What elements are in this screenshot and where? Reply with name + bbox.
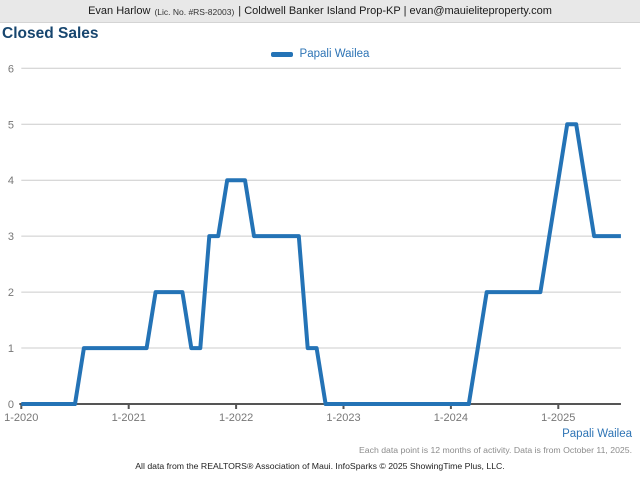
svg-text:1-2025: 1-2025 [541,412,575,424]
legend-label: Papali Wailea [299,48,370,60]
svg-text:1: 1 [8,343,14,355]
chart-legend: Papali Wailea [0,47,640,61]
agent-info-bar: Evan Harlow (Lic. No. #RS-82003) | Coldwel… [0,0,640,23]
data-date-note: Each data point is 12 months of activity… [359,445,632,455]
svg-text:1-2024: 1-2024 [434,412,468,424]
svg-text:1-2020: 1-2020 [4,412,38,424]
agent-name: Evan Harlow [88,5,151,17]
svg-text:1-2023: 1-2023 [326,412,360,424]
y-gridlines [21,67,621,349]
svg-text:4: 4 [8,175,14,187]
attribution-note: All data from the REALTORS® Association … [135,461,505,471]
x-axis [19,403,621,409]
svg-text:5: 5 [8,119,14,131]
svg-text:1-2022: 1-2022 [219,412,253,424]
svg-text:0: 0 [8,399,14,411]
agent-license: (Lic. No. #RS-82003) [154,6,235,17]
svg-text:2: 2 [8,287,14,299]
series-footnote-label: Papali Wailea [562,428,632,440]
page-title: Closed Sales [2,25,99,42]
svg-text:1-2021: 1-2021 [112,412,146,424]
svg-text:3: 3 [8,231,14,243]
legend-line-swatch [270,51,293,57]
series-line-papali-wailea [21,122,621,406]
agent-brokerage-email: | Coldwell Banker Island Prop-KP | evan@… [238,5,552,17]
x-axis-labels: 1-2020 1-2021 1-2022 1-2023 1-2024 1-2025 [4,412,575,424]
svg-text:6: 6 [8,63,14,75]
y-axis-labels: 0 1 2 3 4 5 6 [8,63,14,411]
